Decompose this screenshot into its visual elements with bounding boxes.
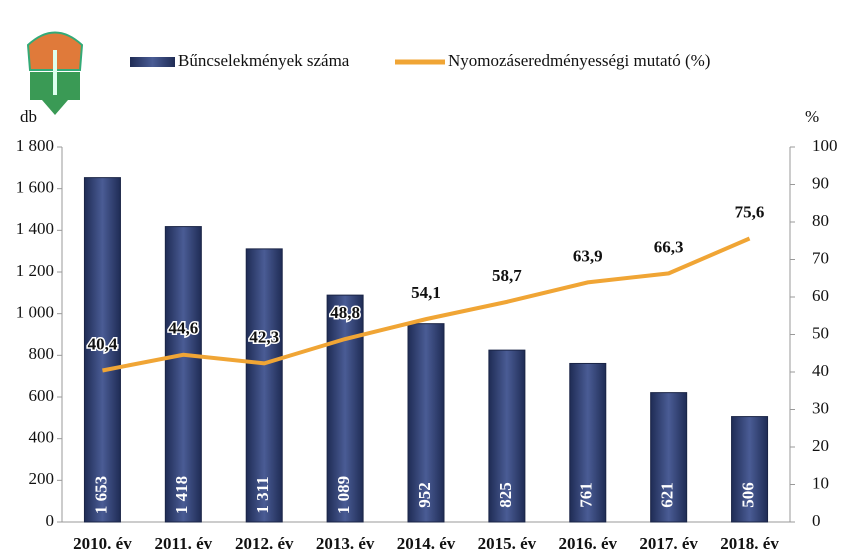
x-tick-label: 2017. év [639,534,698,553]
line [102,236,751,373]
y-axis-label: db [20,107,37,126]
logo [26,31,84,115]
y2-tick-label: 100 [812,136,838,155]
y2-tick-label: 10 [812,473,829,492]
y2-tick-label: 80 [812,211,829,230]
bar-value-label: 761 [577,482,596,508]
line-value-label: 42,3 [249,327,279,346]
bar [245,248,283,523]
line-value-label: 66,3 [654,237,684,256]
bar [326,294,364,523]
x-tick-label: 2018. év [720,534,779,553]
line-value-label: 40,4 [88,334,118,353]
bar [83,177,121,523]
x-tick-label: 2011. év [155,534,213,553]
y-tick-label: 800 [29,344,55,363]
bar [650,392,688,523]
y2-tick-label: 0 [812,511,821,530]
x-tick-label: 2012. év [235,534,294,553]
bar [164,226,202,523]
bar [569,362,607,523]
y-tick-label: 1 400 [16,219,54,238]
x-tick-label: 2010. év [73,534,132,553]
line-value-label: 58,7 [492,266,522,285]
bar-value-label: 1 311 [253,476,272,513]
bar [488,349,526,523]
bar-value-label: 506 [738,482,757,508]
legend-label: Nyomozáseredményességi mutató (%) [448,51,710,70]
x-tick-label: 2015. év [478,534,537,553]
legend-swatch [130,57,175,67]
y2-tick-label: 20 [812,436,829,455]
y-tick-label: 1 000 [16,303,54,322]
bar-value-label: 825 [496,482,515,508]
y-tick-label: 400 [29,428,55,447]
y-tick-label: 1 200 [16,261,54,280]
y2-axis-label: % [805,107,819,126]
y-tick-label: 200 [29,469,55,488]
y-tick-label: 1 600 [16,178,54,197]
bar-value-label: 1 653 [91,476,110,514]
y2-tick-label: 30 [812,398,829,417]
y2-tick-label: 40 [812,361,829,380]
y-tick-label: 1 800 [16,136,54,155]
line-value-label: 48,8 [330,303,360,322]
y-tick-label: 0 [46,511,55,530]
y2-tick-label: 90 [812,173,829,192]
y2-tick-label: 50 [812,323,829,342]
bar-value-label: 621 [658,482,677,508]
x-tick-label: 2013. év [316,534,375,553]
x-tick-label: 2014. év [397,534,456,553]
bar-value-label: 952 [415,482,434,508]
y2-tick-label: 60 [812,286,829,305]
line-value-label: 63,9 [573,246,603,265]
y-tick-label: 600 [29,386,55,405]
x-tick-label: 2016. év [559,534,618,553]
line-value-label: 54,1 [411,283,441,302]
line-value-label: 75,6 [735,202,765,221]
bar-value-label: 1 089 [334,476,353,514]
legend-label: Bűncselekmények száma [178,51,350,70]
y2-tick-label: 70 [812,248,829,267]
bar-value-label: 1 418 [172,476,191,514]
bar [407,323,445,523]
line-value-label: 44,6 [168,319,198,338]
bar [731,416,769,523]
